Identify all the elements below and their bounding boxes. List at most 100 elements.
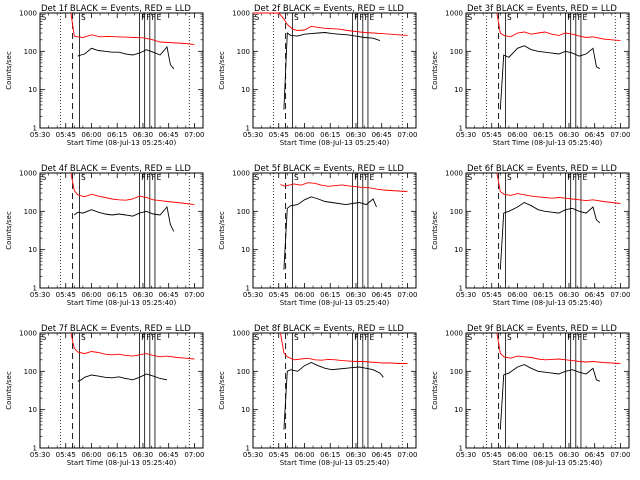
detector-panel-9: Det 9f BLACK = Events, RED = LLD 1 10 100 10… <box>426 320 639 480</box>
x-tick-label: 06:00 <box>81 291 101 299</box>
y-axis-label: Counts/sec <box>431 51 439 90</box>
x-tick-label: 06:45 <box>159 291 179 299</box>
flag-label: S <box>255 13 260 22</box>
y-axis-label: Counts/sec <box>218 51 226 90</box>
x-tick-label: 05:45 <box>482 451 502 459</box>
x-axis-label: Start Time (08-Jul-13 05:25:40) <box>67 139 177 147</box>
y-tick-label: 100 <box>237 48 250 56</box>
detector-panel-1: Det 1f BLACK = Events, RED = LLD 1 10 100 10… <box>0 0 213 160</box>
x-tick-label: 05:45 <box>482 131 502 139</box>
chart-svg: Det 8f BLACK = Events, RED = LLD 1 10 100 10… <box>218 324 418 467</box>
y-axis-label: Counts/sec <box>218 211 226 250</box>
flag-label: F <box>577 333 582 342</box>
chart-title: Det 8f BLACK = Events, RED = LLD <box>254 324 404 334</box>
plot-frame <box>39 172 204 289</box>
x-axis-label: Start Time (08-Jul-13 05:25:40) <box>280 139 390 147</box>
plot-frame <box>39 332 204 449</box>
y-tick-label: 1000 <box>232 10 250 18</box>
x-tick-label: 07:00 <box>610 131 630 139</box>
chart-title: Det 7f BLACK = Events, RED = LLD <box>41 324 191 334</box>
flag-label: F <box>567 333 572 342</box>
flag-label: S <box>81 333 86 342</box>
flag-label: S <box>42 333 47 342</box>
x-axis-label: Start Time (08-Jul-13 05:25:40) <box>67 459 177 467</box>
y-tick-label: 1000 <box>19 10 37 18</box>
x-tick-label: 06:15 <box>107 291 127 299</box>
flag-label: S <box>81 13 86 22</box>
flag-label: F <box>359 13 364 22</box>
y-axis-label: Counts/sec <box>431 211 439 250</box>
y-tick-label: 10 <box>28 246 37 254</box>
flag-label: S <box>468 173 473 182</box>
flag-label: F <box>567 13 572 22</box>
x-tick-label: 06:15 <box>533 131 553 139</box>
y-tick-label: 1 <box>459 285 463 293</box>
x-tick-label: 06:45 <box>585 451 605 459</box>
x-tick-label: 05:30 <box>243 451 263 459</box>
x-tick-label: 05:45 <box>269 451 289 459</box>
plot-frame <box>465 332 630 449</box>
flag-label: F <box>146 333 151 342</box>
y-tick-label: 1 <box>246 445 250 453</box>
x-tick-label: 07:00 <box>397 451 417 459</box>
x-tick-label: 06:00 <box>294 451 314 459</box>
x-tick-label: 05:30 <box>456 131 476 139</box>
flag-label: S <box>507 333 512 342</box>
events-series-line <box>77 46 175 70</box>
chart-title: Det 4f BLACK = Events, RED = LLD <box>41 164 191 174</box>
x-tick-label: 06:30 <box>133 291 153 299</box>
flag-label: E <box>369 13 374 22</box>
y-tick-label: 1000 <box>232 170 250 178</box>
y-tick-label: 100 <box>450 48 463 56</box>
y-tick-label: 10 <box>28 86 37 94</box>
events-series-line <box>74 206 175 232</box>
flag-label: E <box>156 333 161 342</box>
x-tick-label: 06:30 <box>346 291 366 299</box>
lld-series-line <box>496 12 621 42</box>
flag-label: F <box>354 173 359 182</box>
y-axis-label: Counts/sec <box>5 211 13 250</box>
flag-label: F <box>151 173 156 182</box>
flag-label: F <box>141 333 146 342</box>
x-tick-label: 06:45 <box>585 131 605 139</box>
detector-panel-8: Det 8f BLACK = Events, RED = LLD 1 10 100 10… <box>213 320 426 480</box>
y-tick-label: 1000 <box>232 330 250 338</box>
chart-title: Det 3f BLACK = Events, RED = LLD <box>467 4 617 14</box>
flag-label: E <box>156 13 161 22</box>
x-tick-label: 06:15 <box>533 291 553 299</box>
x-tick-label: 07:00 <box>397 131 417 139</box>
chart-title: Det 6f BLACK = Events, RED = LLD <box>467 164 617 174</box>
y-tick-label: 100 <box>24 48 37 56</box>
flag-label: F <box>146 13 151 22</box>
y-tick-label: 1000 <box>19 330 37 338</box>
x-tick-label: 06:15 <box>320 291 340 299</box>
y-axis-label: Counts/sec <box>431 371 439 410</box>
chart-title: Det 5f BLACK = Events, RED = LLD <box>254 164 404 174</box>
y-tick-label: 1 <box>33 125 37 133</box>
chart-svg: Det 3f BLACK = Events, RED = LLD 1 10 100 10… <box>431 4 631 147</box>
lld-series-line <box>70 332 195 360</box>
x-tick-label: 05:45 <box>56 291 76 299</box>
x-tick-label: 05:30 <box>243 291 263 299</box>
plot-frame <box>252 332 417 449</box>
x-tick-label: 06:45 <box>372 451 392 459</box>
plot-frame <box>252 12 417 129</box>
x-tick-label: 06:00 <box>507 451 527 459</box>
flag-label: S <box>255 333 260 342</box>
x-tick-label: 06:45 <box>372 291 392 299</box>
chart-title: Det 1f BLACK = Events, RED = LLD <box>41 4 191 14</box>
flag-label: E <box>156 173 161 182</box>
events-series-line <box>77 373 168 382</box>
x-tick-label: 05:45 <box>269 131 289 139</box>
x-tick-label: 06:15 <box>320 131 340 139</box>
x-axis-label: Start Time (08-Jul-13 05:25:40) <box>280 299 390 307</box>
flag-label: F <box>364 173 369 182</box>
x-tick-label: 07:00 <box>184 291 204 299</box>
x-tick-label: 06:00 <box>81 451 101 459</box>
chart-svg: Det 5f BLACK = Events, RED = LLD 1 10 100 10… <box>218 164 418 307</box>
chart-svg: Det 1f BLACK = Events, RED = LLD 1 10 100 10… <box>5 4 205 147</box>
flag-label: F <box>354 333 359 342</box>
x-tick-label: 06:30 <box>559 131 579 139</box>
x-tick-label: 06:15 <box>107 131 127 139</box>
x-tick-label: 06:45 <box>159 451 179 459</box>
